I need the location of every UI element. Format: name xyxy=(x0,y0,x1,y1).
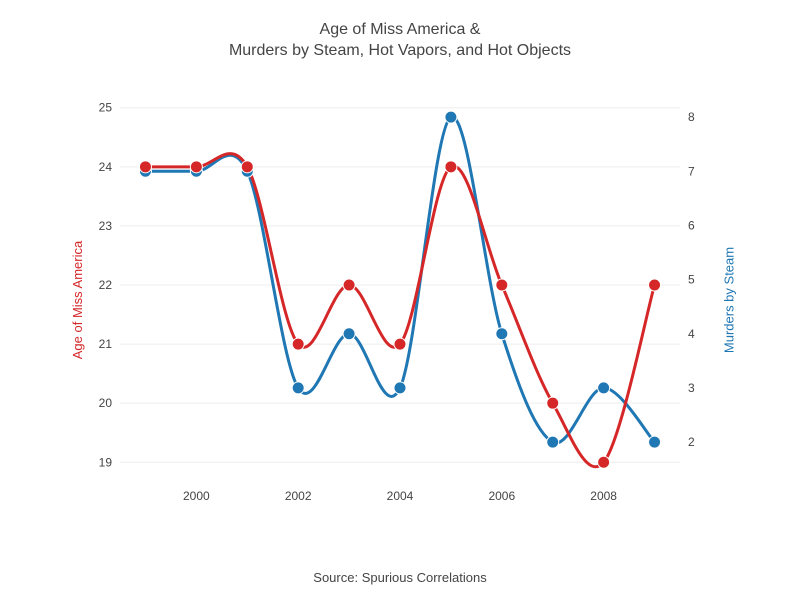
svg-text:4: 4 xyxy=(688,327,695,341)
svg-text:20: 20 xyxy=(99,396,113,410)
svg-text:25: 25 xyxy=(99,101,113,115)
y-axis-right-label: Murders by Steam xyxy=(721,247,736,353)
svg-text:2008: 2008 xyxy=(590,489,617,503)
title-line-2: Murders by Steam, Hot Vapors, and Hot Ob… xyxy=(229,42,571,59)
svg-text:8: 8 xyxy=(688,110,695,124)
svg-text:22: 22 xyxy=(99,278,113,292)
chart-container: Age of Miss America & Murders by Steam, … xyxy=(0,0,800,600)
svg-text:7: 7 xyxy=(688,164,695,178)
chart-title: Age of Miss America & Murders by Steam, … xyxy=(0,20,800,62)
svg-text:2002: 2002 xyxy=(285,489,312,503)
svg-text:21: 21 xyxy=(99,337,113,351)
svg-text:2004: 2004 xyxy=(387,489,414,503)
svg-text:5: 5 xyxy=(688,273,695,287)
chart-svg: 1920212223242523456782000200220042006200… xyxy=(80,80,720,520)
svg-text:19: 19 xyxy=(99,455,113,469)
svg-text:2: 2 xyxy=(688,435,695,449)
svg-text:24: 24 xyxy=(99,160,113,174)
chart-subtitle: Source: Spurious Correlations xyxy=(0,570,800,585)
title-line-1: Age of Miss America & xyxy=(320,21,481,38)
svg-text:6: 6 xyxy=(688,218,695,232)
plot-area: 1920212223242523456782000200220042006200… xyxy=(80,80,720,520)
svg-text:23: 23 xyxy=(99,219,113,233)
svg-text:2000: 2000 xyxy=(183,489,210,503)
svg-text:3: 3 xyxy=(688,381,695,395)
svg-text:2006: 2006 xyxy=(488,489,515,503)
